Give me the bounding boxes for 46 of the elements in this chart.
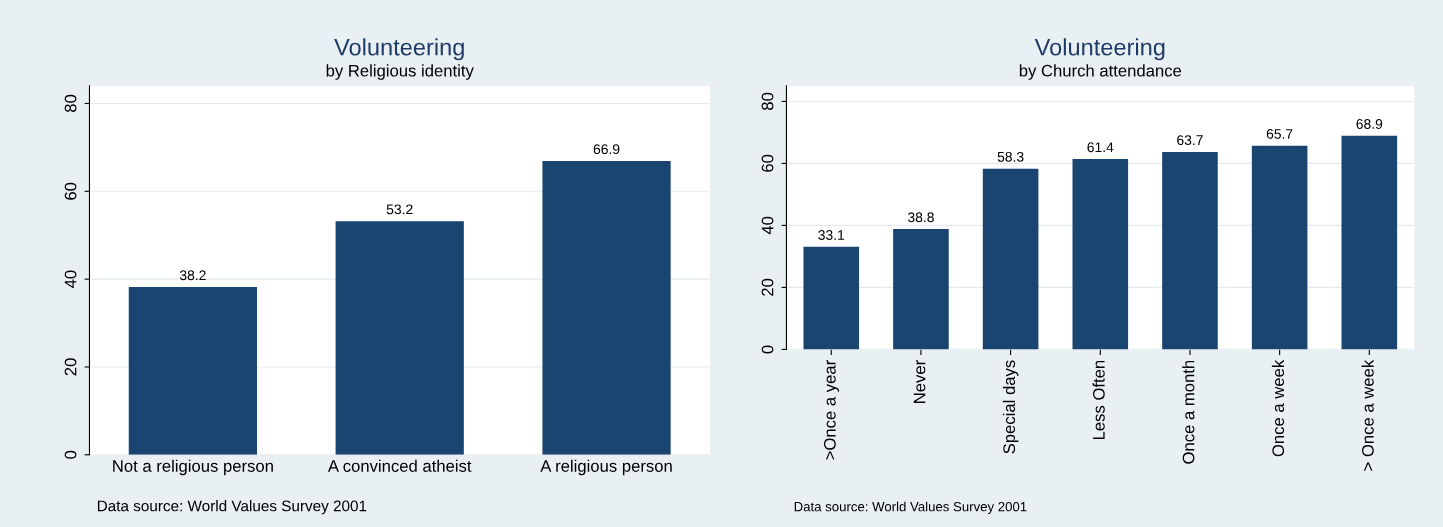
bar — [128, 287, 257, 455]
data-label: 33.1 — [818, 230, 845, 240]
bar — [1072, 159, 1129, 350]
x-tick-label: Once a month — [1182, 360, 1195, 464]
bar — [1341, 135, 1398, 350]
y-tick-label: 60 — [64, 182, 77, 200]
data-label: 66.9 — [593, 144, 620, 155]
bar — [803, 246, 860, 350]
y-tick-label: 20 — [64, 358, 77, 376]
bar — [335, 221, 464, 455]
x-tick-label: Once a week — [1271, 359, 1285, 457]
data-label: 68.9 — [1356, 119, 1383, 129]
y-tick-label: 60 — [761, 154, 774, 172]
chart-title: Volunteering — [1034, 38, 1165, 61]
y-tick-label: 40 — [64, 270, 77, 289]
y-tick-label: 0 — [761, 345, 774, 354]
y-tick-label: 40 — [761, 216, 774, 235]
chart-subtitle: by Religious identity — [326, 64, 474, 80]
source-note: Data source: World Values Survey 2001 — [97, 500, 367, 515]
x-tick-label: Never — [913, 360, 926, 403]
data-label: 38.2 — [179, 270, 206, 281]
chart-subtitle: by Church attendance — [1019, 64, 1182, 80]
data-label: 65.7 — [1266, 128, 1293, 139]
source-note: Data source: World Values Survey 2001 — [794, 501, 1027, 514]
y-tick-label: 0 — [64, 450, 77, 459]
chart-title: Volunteering — [334, 38, 464, 61]
y-tick-label: 80 — [64, 94, 77, 113]
bar — [542, 161, 671, 455]
data-label: 58.3 — [997, 151, 1024, 162]
bar — [982, 168, 1039, 350]
x-tick-label: > Once a week — [1361, 359, 1374, 471]
y-tick-label: 80 — [761, 92, 774, 110]
bar — [1251, 145, 1308, 350]
data-label: 53.2 — [386, 204, 413, 215]
x-tick-label: A convinced atheist — [327, 459, 472, 472]
x-tick-label: >Once a year — [823, 360, 840, 460]
data-label: 61.4 — [1087, 142, 1114, 153]
bar — [893, 229, 949, 350]
x-tick-label: Less Often — [1092, 360, 1105, 440]
x-tick-label: Special days — [1002, 360, 1019, 454]
data-label: 63.7 — [1177, 135, 1203, 146]
y-tick-label: 20 — [761, 278, 774, 296]
data-label: 38.8 — [907, 212, 934, 223]
x-tick-label: A religious person — [540, 459, 672, 476]
x-tick-label: Not a religious person — [113, 459, 273, 476]
bar — [1162, 151, 1218, 350]
